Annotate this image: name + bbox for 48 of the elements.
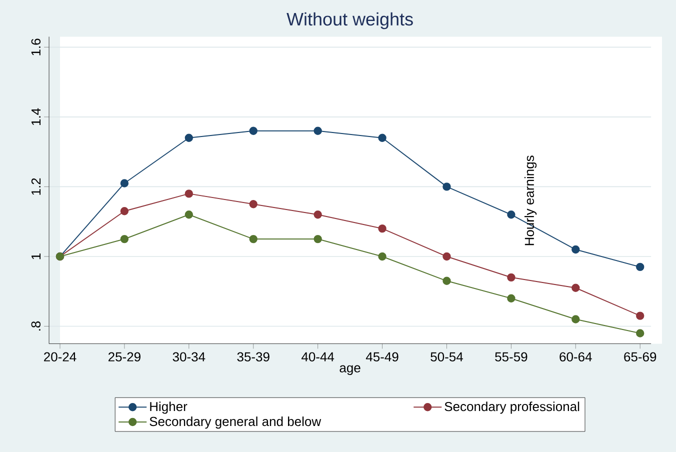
x-tick-label: 35-39 bbox=[237, 352, 270, 362]
point bbox=[314, 210, 322, 219]
point bbox=[507, 294, 516, 302]
x-tick-label: 20-24 bbox=[44, 352, 76, 362]
point bbox=[378, 224, 386, 233]
point bbox=[636, 262, 644, 272]
legend-label: Secondary professional bbox=[444, 402, 580, 414]
point bbox=[572, 315, 580, 324]
x-tick-label: 55-59 bbox=[495, 352, 528, 362]
x-tick-label: 65-69 bbox=[624, 352, 656, 362]
point bbox=[507, 273, 516, 282]
x-tick-label: 30-34 bbox=[172, 352, 206, 362]
point bbox=[184, 134, 194, 142]
x-tick-label: 60-64 bbox=[560, 352, 592, 362]
y-tick-label: 1.2 bbox=[31, 178, 41, 195]
point bbox=[572, 245, 580, 254]
x-axis-title: age bbox=[340, 365, 360, 375]
point bbox=[249, 200, 258, 208]
point bbox=[120, 234, 129, 244]
x-tick-label: 45-49 bbox=[366, 352, 398, 362]
y-tick-label: 1.6 bbox=[31, 38, 41, 56]
x-tick-label: 40-44 bbox=[301, 352, 334, 362]
point bbox=[442, 276, 451, 286]
point bbox=[120, 207, 129, 216]
legend-label: Higher bbox=[150, 402, 188, 414]
point bbox=[378, 134, 386, 142]
point bbox=[184, 210, 194, 219]
x-tick-label: 50-54 bbox=[430, 352, 463, 362]
point bbox=[442, 252, 451, 261]
annotation: Hourly earnings bbox=[524, 156, 537, 246]
point bbox=[636, 312, 644, 320]
y-tick-label: 1 bbox=[32, 253, 41, 260]
x-tick-label: 25-29 bbox=[108, 352, 140, 362]
point bbox=[378, 252, 386, 261]
chart-title: Without weights bbox=[286, 12, 413, 30]
point bbox=[249, 126, 258, 135]
y-tick-label: .8 bbox=[31, 321, 41, 330]
point bbox=[314, 126, 322, 135]
point bbox=[507, 210, 516, 219]
point bbox=[442, 182, 451, 191]
y-tick-label: 1.4 bbox=[32, 108, 41, 125]
legend-label: Secondary general and below bbox=[150, 416, 322, 429]
point bbox=[636, 329, 644, 338]
point bbox=[249, 234, 258, 244]
point bbox=[120, 179, 129, 188]
point bbox=[314, 234, 322, 244]
point bbox=[184, 190, 194, 198]
point bbox=[572, 284, 580, 292]
